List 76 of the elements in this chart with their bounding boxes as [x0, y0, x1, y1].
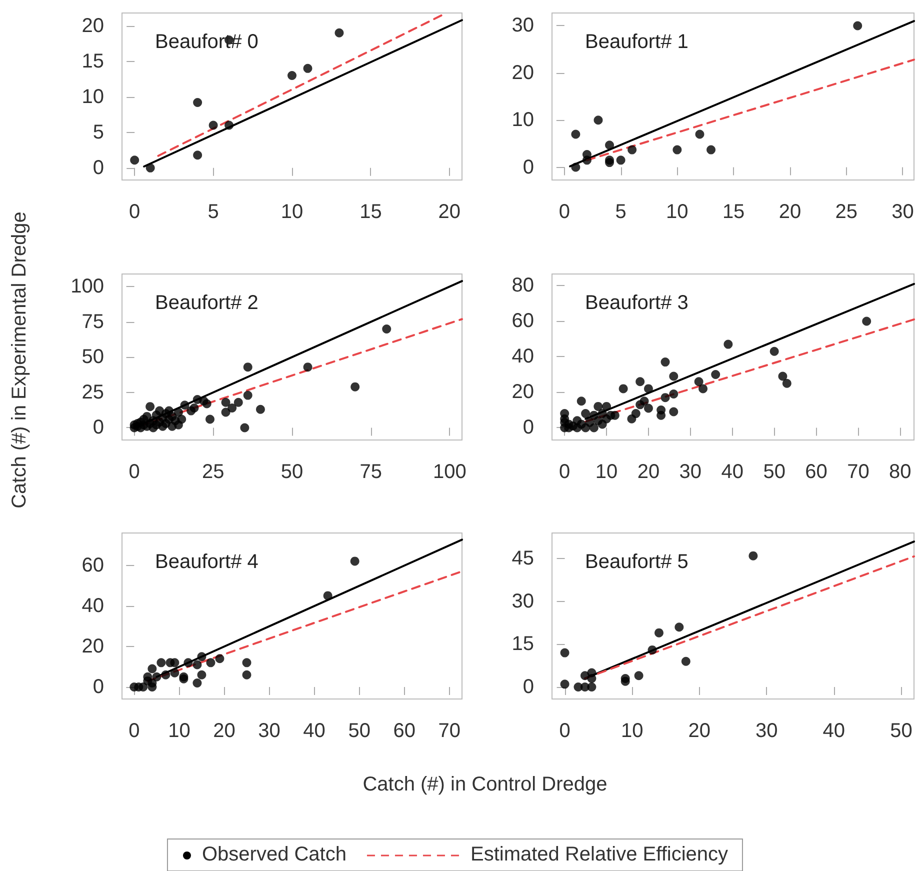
- legend-label: Estimated Relative Efficiency: [470, 844, 728, 866]
- x-axis-title: Catch (#) in Control Dredge: [362, 774, 608, 796]
- text: Beaufort# 1: [585, 31, 688, 53]
- x-tick-label: 5: [615, 201, 626, 223]
- y-axis-title: Catch (#) in Experimental Dredge: [8, 212, 32, 508]
- x-tick-label: 20: [688, 720, 710, 742]
- x-tick-label: 10: [280, 201, 304, 223]
- x-tick-label: 30: [258, 720, 280, 742]
- x-tick-label: 50: [763, 461, 786, 483]
- x-tick-label: 20: [438, 201, 461, 223]
- x-tick-label: 0: [129, 201, 140, 223]
- x-tick-label: 40: [303, 720, 326, 742]
- x-tick-label: 0: [128, 720, 140, 742]
- y-tick-label: 0: [522, 676, 534, 698]
- y-tick-label: 40: [512, 346, 534, 368]
- x-tick-label: 30: [892, 201, 914, 223]
- x-tick-label: 10: [595, 461, 618, 483]
- y-tick-label: 0: [92, 156, 104, 179]
- y-tick-label: 30: [512, 14, 534, 37]
- x-tick-label: 75: [360, 461, 382, 483]
- y-tick-label: 10: [512, 109, 534, 132]
- x-tick-label: 25: [835, 201, 858, 223]
- y-tick-label: 15: [82, 50, 104, 72]
- y-tick-label: 75: [82, 310, 104, 333]
- x-tick-label: 25: [202, 461, 224, 483]
- text: Beaufort# 3: [585, 292, 688, 314]
- y-tick-label: 0: [522, 156, 534, 178]
- x-tick-label: 10: [168, 720, 190, 742]
- x-tick-label: 20: [778, 201, 802, 223]
- y-tick-label: 25: [82, 381, 104, 404]
- y-tick-label: 100: [70, 276, 104, 298]
- y-tick-label: 10: [82, 86, 104, 108]
- x-tick-label: 0: [128, 461, 140, 483]
- x-tick-label: 60: [805, 461, 828, 483]
- y-tick-label: 60: [512, 310, 534, 332]
- y-tick-label: 50: [82, 346, 104, 368]
- x-tick-label: 10: [666, 201, 688, 223]
- y-tick-label: 45: [512, 548, 534, 570]
- x-tick-label: 20: [213, 720, 236, 742]
- x-tick-label: 0: [559, 461, 570, 483]
- y-tick-label: 20: [512, 62, 534, 84]
- y-tick-label: 80: [512, 274, 534, 297]
- y-tick-label: 5: [92, 121, 104, 144]
- x-tick-label: 70: [847, 461, 870, 483]
- text: Beaufort# 2: [155, 292, 258, 314]
- x-tick-label: 30: [679, 461, 702, 483]
- x-tick-label: 5: [208, 201, 219, 223]
- y-tick-label: 60: [82, 554, 104, 576]
- y-tick-label: 20: [512, 381, 534, 404]
- y-tick-label: 20: [82, 635, 104, 658]
- x-tick-label: 20: [637, 461, 660, 483]
- x-tick-label: 40: [822, 720, 846, 742]
- y-tick-label: 40: [82, 594, 104, 617]
- x-tick-label: 0: [559, 720, 570, 742]
- x-tick-label: 15: [722, 201, 745, 223]
- x-tick-label: 50: [890, 720, 912, 742]
- y-tick-label: 15: [512, 633, 534, 656]
- x-tick-label: 0: [558, 201, 570, 223]
- x-tick-label: 70: [438, 720, 461, 742]
- y-tick-label: 0: [92, 416, 104, 439]
- y-tick-label: 0: [92, 676, 104, 698]
- x-tick-label: 15: [360, 201, 382, 223]
- x-tick-label: 40: [721, 461, 744, 483]
- y-tick-label: 0: [522, 416, 534, 439]
- x-tick-label: 100: [433, 461, 466, 483]
- x-tick-label: 60: [393, 720, 416, 742]
- text: Beaufort# 5: [585, 551, 688, 573]
- x-tick-label: 30: [756, 720, 778, 742]
- x-tick-label: 80: [889, 461, 912, 483]
- y-tick-label: 20: [82, 14, 104, 37]
- x-tick-label: 50: [348, 720, 370, 742]
- text: Beaufort# 4: [155, 551, 258, 573]
- y-tick-label: 30: [512, 590, 534, 612]
- legend-label: Observed Catch: [202, 844, 346, 866]
- x-tick-label: 50: [280, 461, 304, 483]
- x-tick-label: 10: [620, 720, 644, 742]
